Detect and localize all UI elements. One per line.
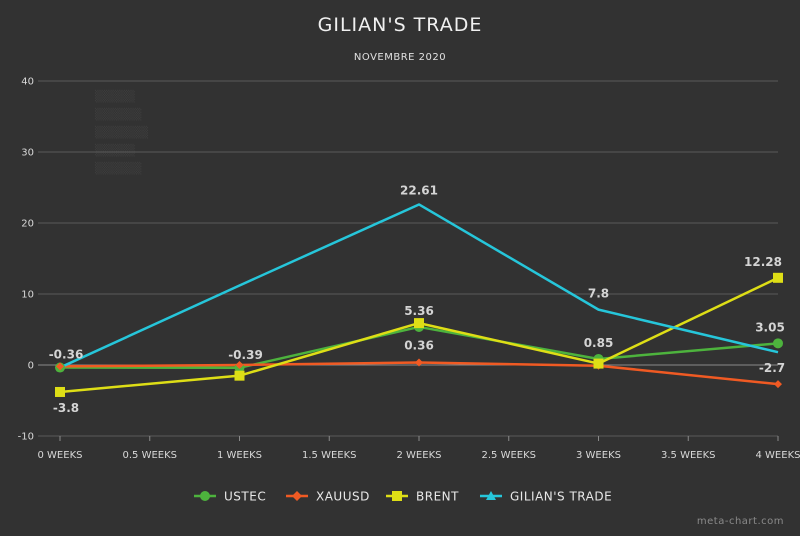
legend-label: GILIAN'S TRADE — [510, 490, 612, 504]
y-tick-label: 30 — [21, 148, 34, 159]
series-line-brent — [59, 276, 779, 394]
data-point — [55, 386, 65, 397]
x-tick-label: 0 WEEKS — [38, 450, 83, 461]
data-point — [235, 361, 244, 369]
ghost-line: ▒▒▒▒▒▒▒ — [95, 107, 142, 121]
legend-label: USTEC — [224, 490, 266, 504]
legend-item[interactable]: USTEC — [194, 490, 266, 504]
series-markers — [55, 272, 783, 397]
data-label: -0.36 — [49, 348, 84, 362]
legend-marker — [392, 491, 402, 501]
data-label: 0.85 — [584, 336, 614, 350]
legend-item[interactable]: BRENT — [386, 490, 459, 504]
data-label: -2.7 — [759, 361, 785, 375]
legend-marker — [200, 491, 210, 501]
x-axis-ticks: 0 WEEKS 0.5 WEEKS 1 WEEKS 1.5 WEEKS 2 WEEKS 2… — [38, 436, 800, 461]
y-tick-label: 40 — [21, 77, 34, 88]
x-tick-label: 0.5 WEEKS — [122, 450, 177, 461]
legend-marker — [292, 491, 302, 501]
series-line-gilian-s-trade — [59, 203, 779, 369]
data-label: -0.39 — [228, 348, 263, 362]
legend[interactable]: USTEC XAUUSD BRENT GILIAN'S TRADE — [194, 490, 612, 504]
ghost-line: ▒▒▒▒▒▒ — [95, 89, 135, 103]
data-point — [593, 358, 604, 369]
chart-title: GILIAN'S TRADE — [318, 14, 483, 36]
data-point — [56, 362, 64, 371]
legend-label: BRENT — [416, 490, 459, 504]
legend-item[interactable]: GILIAN'S TRADE — [480, 490, 612, 504]
y-axis-ticks: -10 0 10 20 30 40 — [18, 77, 34, 443]
data-label: 22.61 — [400, 183, 438, 197]
x-tick-label: 1.5 WEEKS — [302, 450, 357, 461]
data-point — [773, 272, 783, 283]
x-tick-label: 2 WEEKS — [397, 450, 442, 461]
x-tick-label: 2.5 WEEKS — [481, 450, 536, 461]
legend-marker — [486, 491, 496, 500]
data-point — [774, 380, 782, 389]
data-label: -3.8 — [53, 401, 79, 415]
data-point — [234, 370, 245, 381]
credit-text: meta-chart.com — [697, 516, 784, 527]
x-tick-label: 3.5 WEEKS — [661, 450, 716, 461]
data-point — [415, 358, 423, 367]
x-tick-label: 1 WEEKS — [217, 450, 262, 461]
y-tick-label: 20 — [21, 219, 34, 230]
y-tick-label: 10 — [21, 290, 34, 301]
data-label: 0.36 — [404, 338, 434, 352]
x-tick-label: 3 WEEKS — [576, 450, 621, 461]
y-tick-label: -10 — [18, 432, 34, 443]
data-label: 5.36 — [404, 304, 434, 318]
data-label: 7.8 — [588, 287, 609, 301]
ghost-text-watermark: ▒▒▒▒▒▒▒▒▒▒▒▒▒▒▒▒▒▒▒▒▒▒▒▒▒▒▒▒▒▒▒▒▒▒ — [95, 89, 148, 175]
ghost-line: ▒▒▒▒▒▒▒ — [95, 161, 142, 175]
data-point — [773, 338, 783, 349]
ghost-line: ▒▒▒▒▒▒ — [95, 143, 135, 157]
ghost-line: ▒▒▒▒▒▒▒▒ — [95, 125, 148, 139]
data-label: 3.05 — [755, 320, 785, 334]
chart-subtitle: NOVEMBRE 2020 — [354, 52, 446, 63]
data-point — [414, 318, 424, 329]
data-label: 12.28 — [744, 255, 782, 269]
x-tick-label: 4 WEEKS — [756, 450, 800, 461]
y-tick-label: 0 — [28, 361, 34, 372]
legend-item[interactable]: XAUUSD — [286, 490, 370, 504]
legend-label: XAUUSD — [316, 490, 370, 504]
data-labels: -0.36 -0.39 5.36 0.85 3.05 0.36 -2.7 -3.8 12.28 2… — [49, 183, 785, 415]
